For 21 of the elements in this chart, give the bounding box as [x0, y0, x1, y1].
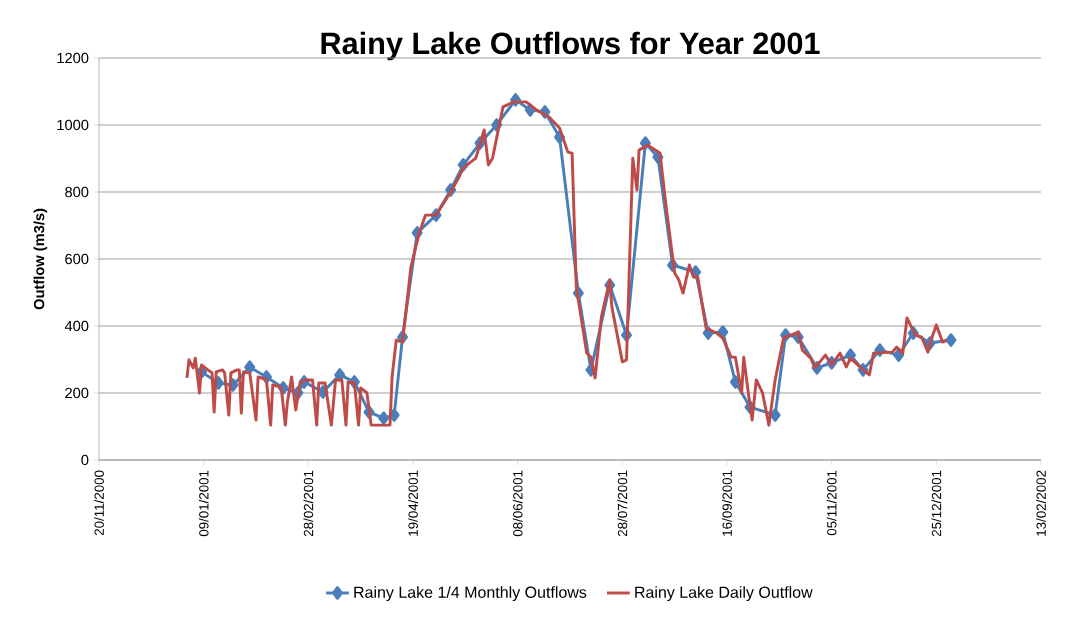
y-tick-label: 0 — [81, 454, 89, 466]
y-tick-label: 1000 — [57, 119, 89, 131]
x-tick-label: 05/11/2001 — [826, 470, 837, 536]
y-tick-label: 800 — [65, 186, 89, 198]
x-tick-label: 08/06/2001 — [512, 470, 523, 537]
x-tick-label: 28/02/2001 — [303, 470, 314, 537]
chart-title: Rainy Lake Outflows for Year 2001 — [321, 31, 820, 61]
x-tick-label: 25/12/2001 — [931, 470, 942, 537]
x-tick-label: 19/04/2001 — [408, 470, 418, 536]
y-tick-label: 400 — [64, 320, 89, 332]
x-tick-label: 28/07/2001 — [617, 470, 628, 537]
x-tick-label: 13/02/2002 — [1036, 470, 1046, 536]
x-tick-label: 09/01/2001 — [198, 470, 209, 537]
y-tick-label: 600 — [65, 253, 89, 265]
y-tick-label: 200 — [65, 387, 89, 399]
x-tick-label: 20/11/2000 — [94, 470, 104, 536]
x-tick-label: 16/09/2001 — [722, 470, 732, 536]
legend-label: Rainy Lake 1/4 Monthly Outflows — [354, 586, 587, 602]
y-tick-label: 1200 — [57, 52, 89, 64]
legend-label: Rainy Lake Daily Outflow — [635, 586, 813, 602]
y-axis-title: Outflow (m3/s) — [33, 208, 48, 310]
